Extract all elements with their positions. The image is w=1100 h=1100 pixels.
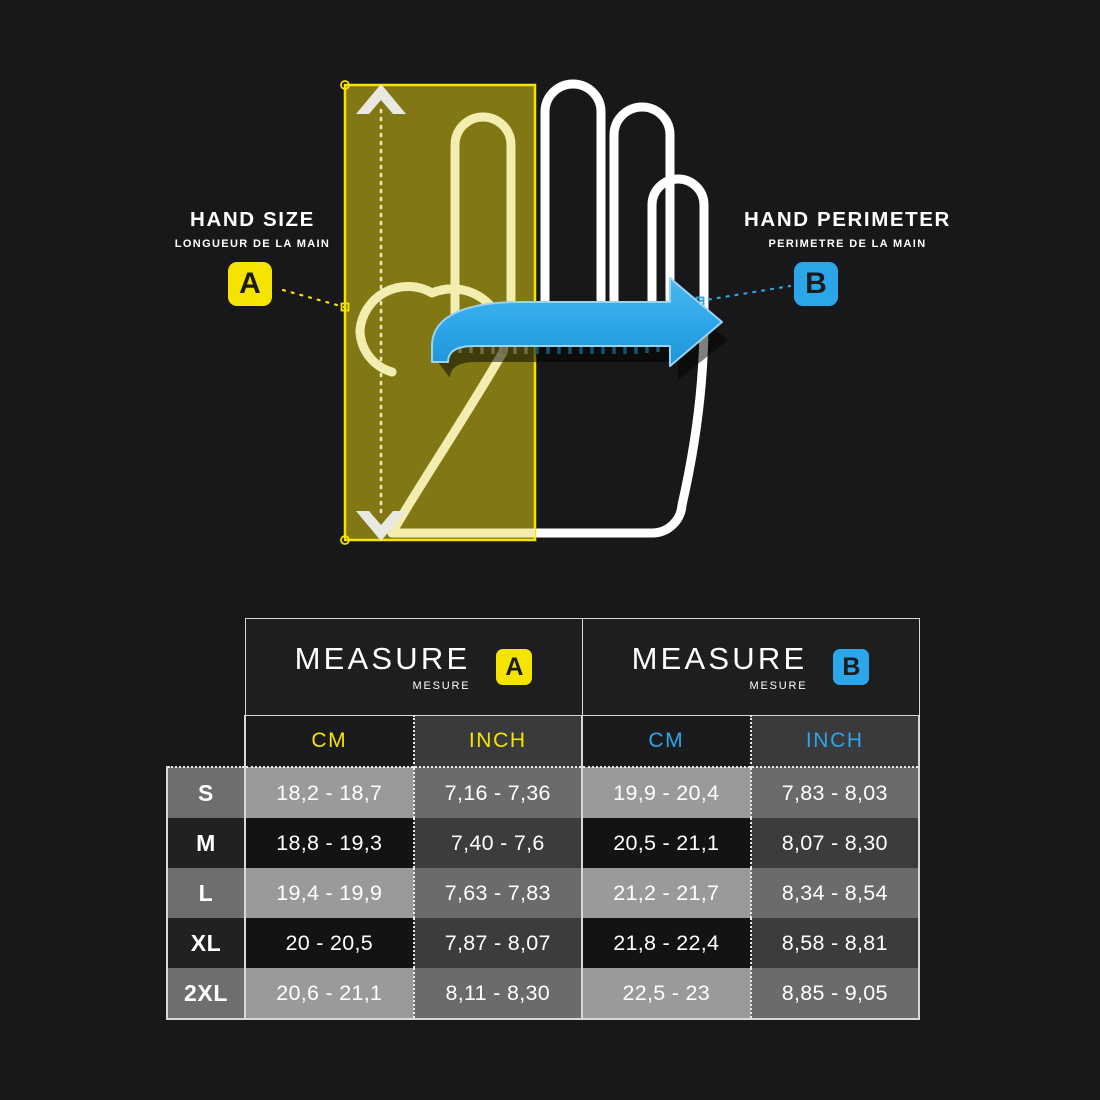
row-a-inch: 8,11 - 8,30 [412, 968, 582, 1019]
hand-outline-highlighted [355, 112, 535, 538]
row-b-inch: 7,83 - 8,03 [749, 767, 920, 818]
row-a-inch: 7,63 - 7,83 [412, 868, 582, 918]
row-size-label: XL [166, 918, 245, 968]
row-a-cm: 19,4 - 19,9 [244, 868, 414, 918]
row-size-label: L [166, 868, 245, 918]
row-b-inch: 8,07 - 8,30 [749, 818, 920, 868]
measure-b-sub: MESURE [749, 679, 808, 692]
table-header-unit-row: CM INCH CM INCH [167, 715, 920, 768]
hand-perimeter-label-group: HAND PERIMETER PERIMETRE DE LA MAIN [690, 208, 1005, 250]
leader-line-b [698, 284, 792, 303]
table-row: L 19,4 - 19,9 7,63 - 7,83 21,2 - 21,7 8,… [166, 868, 920, 918]
measure-header-a: MEASURE MESURE A [244, 618, 583, 716]
row-b-cm: 20,5 - 21,1 [581, 818, 751, 868]
table-row: M 18,8 - 19,3 7,40 - 7,6 20,5 - 21,1 8,0… [166, 818, 920, 868]
row-a-cm: 20 - 20,5 [244, 918, 414, 968]
row-a-inch: 7,16 - 7,36 [412, 767, 582, 818]
measure-a-badge: A [496, 649, 533, 685]
size-chart-table: MEASURE MESURE A MEASURE MESURE B [166, 618, 920, 1020]
measure-a-sub: MESURE [412, 679, 471, 692]
hand-diagram-svg [281, 79, 792, 545]
row-a-inch: 7,40 - 7,6 [412, 818, 582, 868]
badge-b: B [794, 262, 838, 306]
hand-size-label-group: HAND SIZE LONGUEUR DE LA MAIN [95, 208, 410, 250]
row-a-cm: 20,6 - 21,1 [244, 968, 414, 1019]
unit-header-a-inch: INCH [412, 715, 582, 767]
row-b-inch: 8,58 - 8,81 [749, 918, 920, 968]
row-b-inch: 8,85 - 9,05 [749, 968, 920, 1019]
row-b-cm: 21,8 - 22,4 [581, 918, 751, 968]
hand-size-title: HAND SIZE [190, 208, 315, 231]
badge-a: A [228, 262, 272, 306]
table-row: 2XL 20,6 - 21,1 8,11 - 8,30 22,5 - 23 8,… [166, 968, 920, 1019]
hand-measurement-illustration: HAND SIZE LONGUEUR DE LA MAIN A HAND PER… [95, 79, 1005, 545]
row-a-inch: 7,87 - 8,07 [412, 918, 582, 968]
corner-blank-cell-2 [167, 716, 245, 768]
table-row: XL 20 - 20,5 7,87 - 8,07 21,8 - 22,4 8,5… [166, 918, 920, 968]
row-a-cm: 18,8 - 19,3 [244, 818, 414, 868]
row-size-label: S [166, 767, 245, 818]
unit-header-b-inch: INCH [749, 715, 920, 767]
unit-header-a-cm: CM [244, 715, 414, 767]
measure-b-badge: B [833, 649, 870, 685]
corner-blank-cell [167, 619, 245, 716]
row-size-label: M [166, 818, 245, 868]
hand-perimeter-title: HAND PERIMETER [744, 208, 951, 231]
row-b-cm: 22,5 - 23 [581, 968, 751, 1019]
measure-arrow-up [356, 84, 406, 114]
table-header-measure-row: MEASURE MESURE A MEASURE MESURE B [167, 618, 920, 716]
hand-perimeter-subtitle: PERIMETRE DE LA MAIN [768, 237, 927, 250]
measure-b-main: MEASURE [631, 640, 808, 676]
hand-perimeter-arrow [431, 277, 723, 367]
row-size-label: 2XL [166, 968, 245, 1019]
row-a-cm: 18,2 - 18,7 [244, 767, 414, 818]
hand-size-subtitle: LONGUEUR DE LA MAIN [174, 237, 331, 250]
measure-a-main: MEASURE [294, 640, 471, 676]
row-b-inch: 8,34 - 8,54 [749, 868, 920, 918]
measure-arrow-down [356, 511, 406, 541]
leader-line-a [281, 288, 346, 309]
unit-header-b-cm: CM [581, 715, 751, 767]
measure-header-b: MEASURE MESURE B [581, 618, 920, 716]
table-row: S 18,2 - 18,7 7,16 - 7,36 19,9 - 20,4 7,… [166, 767, 920, 818]
row-b-cm: 19,9 - 20,4 [581, 767, 751, 818]
zone-anchor-points [340, 80, 350, 545]
row-b-cm: 21,2 - 21,7 [581, 868, 751, 918]
